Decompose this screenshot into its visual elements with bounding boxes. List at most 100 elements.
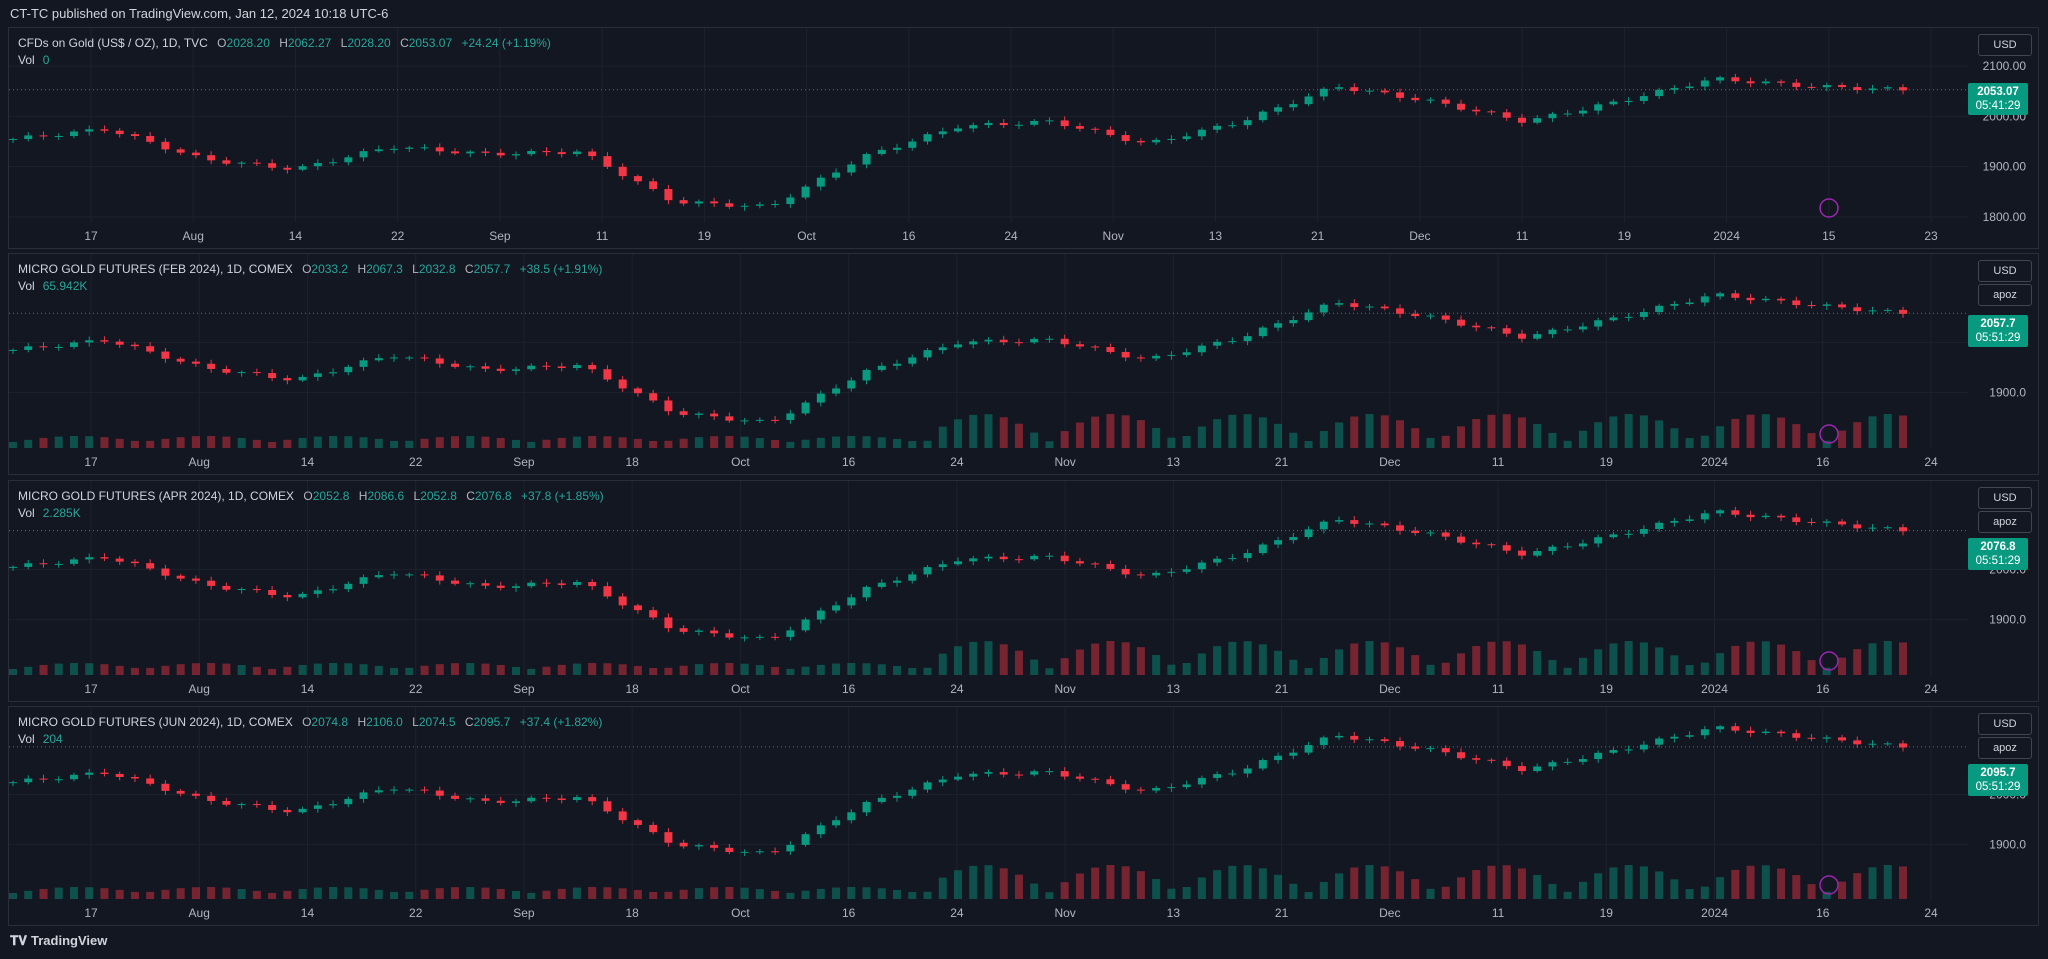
candle-body <box>588 151 597 157</box>
candle-body <box>908 789 917 796</box>
price-chart[interactable]: 17 Aug 14 22 Sep 11 19 Oct 16 24 Nov 13 21 Dec 11 19 202… <box>9 28 2038 248</box>
candle-body <box>1700 513 1709 520</box>
volume-bar <box>1609 643 1618 675</box>
candle-body <box>938 131 947 135</box>
candle-body <box>511 369 520 371</box>
candle-body <box>969 341 978 345</box>
volume-value: 65.942K <box>42 279 88 293</box>
volume-bar <box>969 865 978 899</box>
close-value: 2095.7 <box>473 715 511 729</box>
open-value: 2028.20 <box>226 36 270 50</box>
volume-bar <box>1411 655 1420 675</box>
low-value: 2028.20 <box>347 36 391 50</box>
candle-body <box>1594 752 1603 760</box>
candle-body <box>1472 325 1481 328</box>
candle-body <box>694 201 703 204</box>
candle-body <box>298 808 307 813</box>
volume-bar <box>191 663 200 675</box>
volume-bar <box>1426 664 1435 675</box>
x-tick-label: Dec <box>1409 229 1430 243</box>
candle-body <box>420 357 429 359</box>
chart-pane-gold-cfd[interactable]: 17 Aug 14 22 Sep 11 19 Oct 16 24 Nov 13 21 Dec 11 19 202… <box>8 27 2039 249</box>
candle-body <box>222 160 231 164</box>
candle-body <box>938 347 947 351</box>
volume-bar <box>572 663 581 675</box>
volume-bar <box>1274 874 1283 899</box>
candle-body <box>1441 532 1450 537</box>
volume-bar <box>1670 428 1679 448</box>
price-chart[interactable]: 17 Aug 14 22 Sep 18 Oct 16 24 Nov 13 21 Dec 11 19 2024 1… <box>9 707 2038 925</box>
candle-body <box>1411 530 1420 534</box>
candle-body <box>298 593 307 598</box>
volume-bar <box>451 436 460 448</box>
price-chart[interactable]: 17 Aug 14 22 Sep 18 Oct 16 24 Nov 13 21 Dec 11 19 2024 1… <box>9 481 2038 701</box>
volume-bar <box>588 887 597 899</box>
currency-button[interactable]: USD <box>1978 260 2032 282</box>
candle-body <box>496 800 505 803</box>
currency-button[interactable]: USD <box>1978 713 2032 735</box>
candle-body <box>1868 88 1877 91</box>
volume-bar <box>1578 657 1587 675</box>
x-tick-label: 16 <box>842 682 856 696</box>
unit-button[interactable]: apoz <box>1978 511 2032 533</box>
candle-body <box>1838 737 1847 741</box>
volume-bar <box>710 887 719 899</box>
unit-button[interactable]: apoz <box>1978 737 2032 759</box>
candle-body <box>1594 320 1603 327</box>
candle-body <box>405 789 414 791</box>
volume-bar <box>572 436 581 448</box>
candle-body <box>1396 308 1405 314</box>
candle-body <box>618 166 627 177</box>
candle-body <box>1716 77 1725 81</box>
candle-body <box>1792 517 1801 523</box>
chart-pane-apr-2024[interactable]: 17 Aug 14 22 Sep 18 Oct 16 24 Nov 13 21 Dec 11 19 2024 1… <box>8 480 2039 702</box>
candle-body <box>191 152 200 156</box>
volume-bar <box>1807 433 1816 448</box>
event-icon <box>1819 198 1839 218</box>
candle-body <box>1228 125 1237 127</box>
volume-bar <box>100 888 109 899</box>
volume-bar <box>1152 427 1161 448</box>
volume-legend: Vol 0 <box>18 53 49 67</box>
candle-body <box>451 580 460 584</box>
candle-body <box>969 773 978 777</box>
candle-body <box>1380 90 1389 93</box>
candle-body <box>1045 555 1054 557</box>
candle-body <box>679 842 688 847</box>
volume-bar <box>832 436 841 448</box>
candle-body <box>405 357 414 359</box>
candle-body <box>755 419 764 421</box>
volume-bar <box>1319 657 1328 675</box>
currency-button[interactable]: USD <box>1978 487 2032 509</box>
candle-body <box>1868 527 1877 529</box>
price-chart[interactable]: 17 Aug 14 22 Sep 18 Oct 16 24 Nov 13 21 Dec 11 19 2024 1… <box>9 254 2038 474</box>
chart-pane-jun-2024[interactable]: 17 Aug 14 22 Sep 18 Oct 16 24 Nov 13 21 Dec 11 19 2024 1… <box>8 706 2039 926</box>
x-tick-label: Aug <box>189 455 210 469</box>
candle-body <box>1365 523 1374 525</box>
tradingview-branding[interactable]: 𝐓𝐕 TradingView <box>10 933 107 949</box>
candle-body <box>1365 739 1374 741</box>
candle-body <box>1609 534 1618 538</box>
candle-body <box>283 378 292 381</box>
candle-body <box>207 795 216 801</box>
candle-body <box>1472 758 1481 760</box>
volume-bar <box>283 439 292 448</box>
open-label: O <box>217 36 227 50</box>
volume-bar <box>603 436 612 448</box>
currency-button[interactable]: USD <box>1978 34 2032 56</box>
candle-body <box>359 577 368 584</box>
candle-body <box>1609 101 1618 105</box>
candle-body <box>1807 305 1816 307</box>
volume-bar <box>1304 441 1313 448</box>
unit-button[interactable]: apoz <box>1978 284 2032 306</box>
candle-body <box>1304 529 1313 538</box>
volume-bar <box>1121 866 1130 899</box>
volume-bar <box>862 663 871 675</box>
candle-body <box>1853 307 1862 312</box>
chart-pane-feb-2024[interactable]: 17 Aug 14 22 Sep 18 Oct 16 24 Nov 13 21 Dec 11 19 2024 1… <box>8 253 2039 475</box>
candle-body <box>1319 521 1328 530</box>
candle-body <box>618 811 627 821</box>
volume-label: Vol <box>18 53 35 67</box>
volume-bar <box>313 436 322 448</box>
candle-body <box>1396 741 1405 747</box>
